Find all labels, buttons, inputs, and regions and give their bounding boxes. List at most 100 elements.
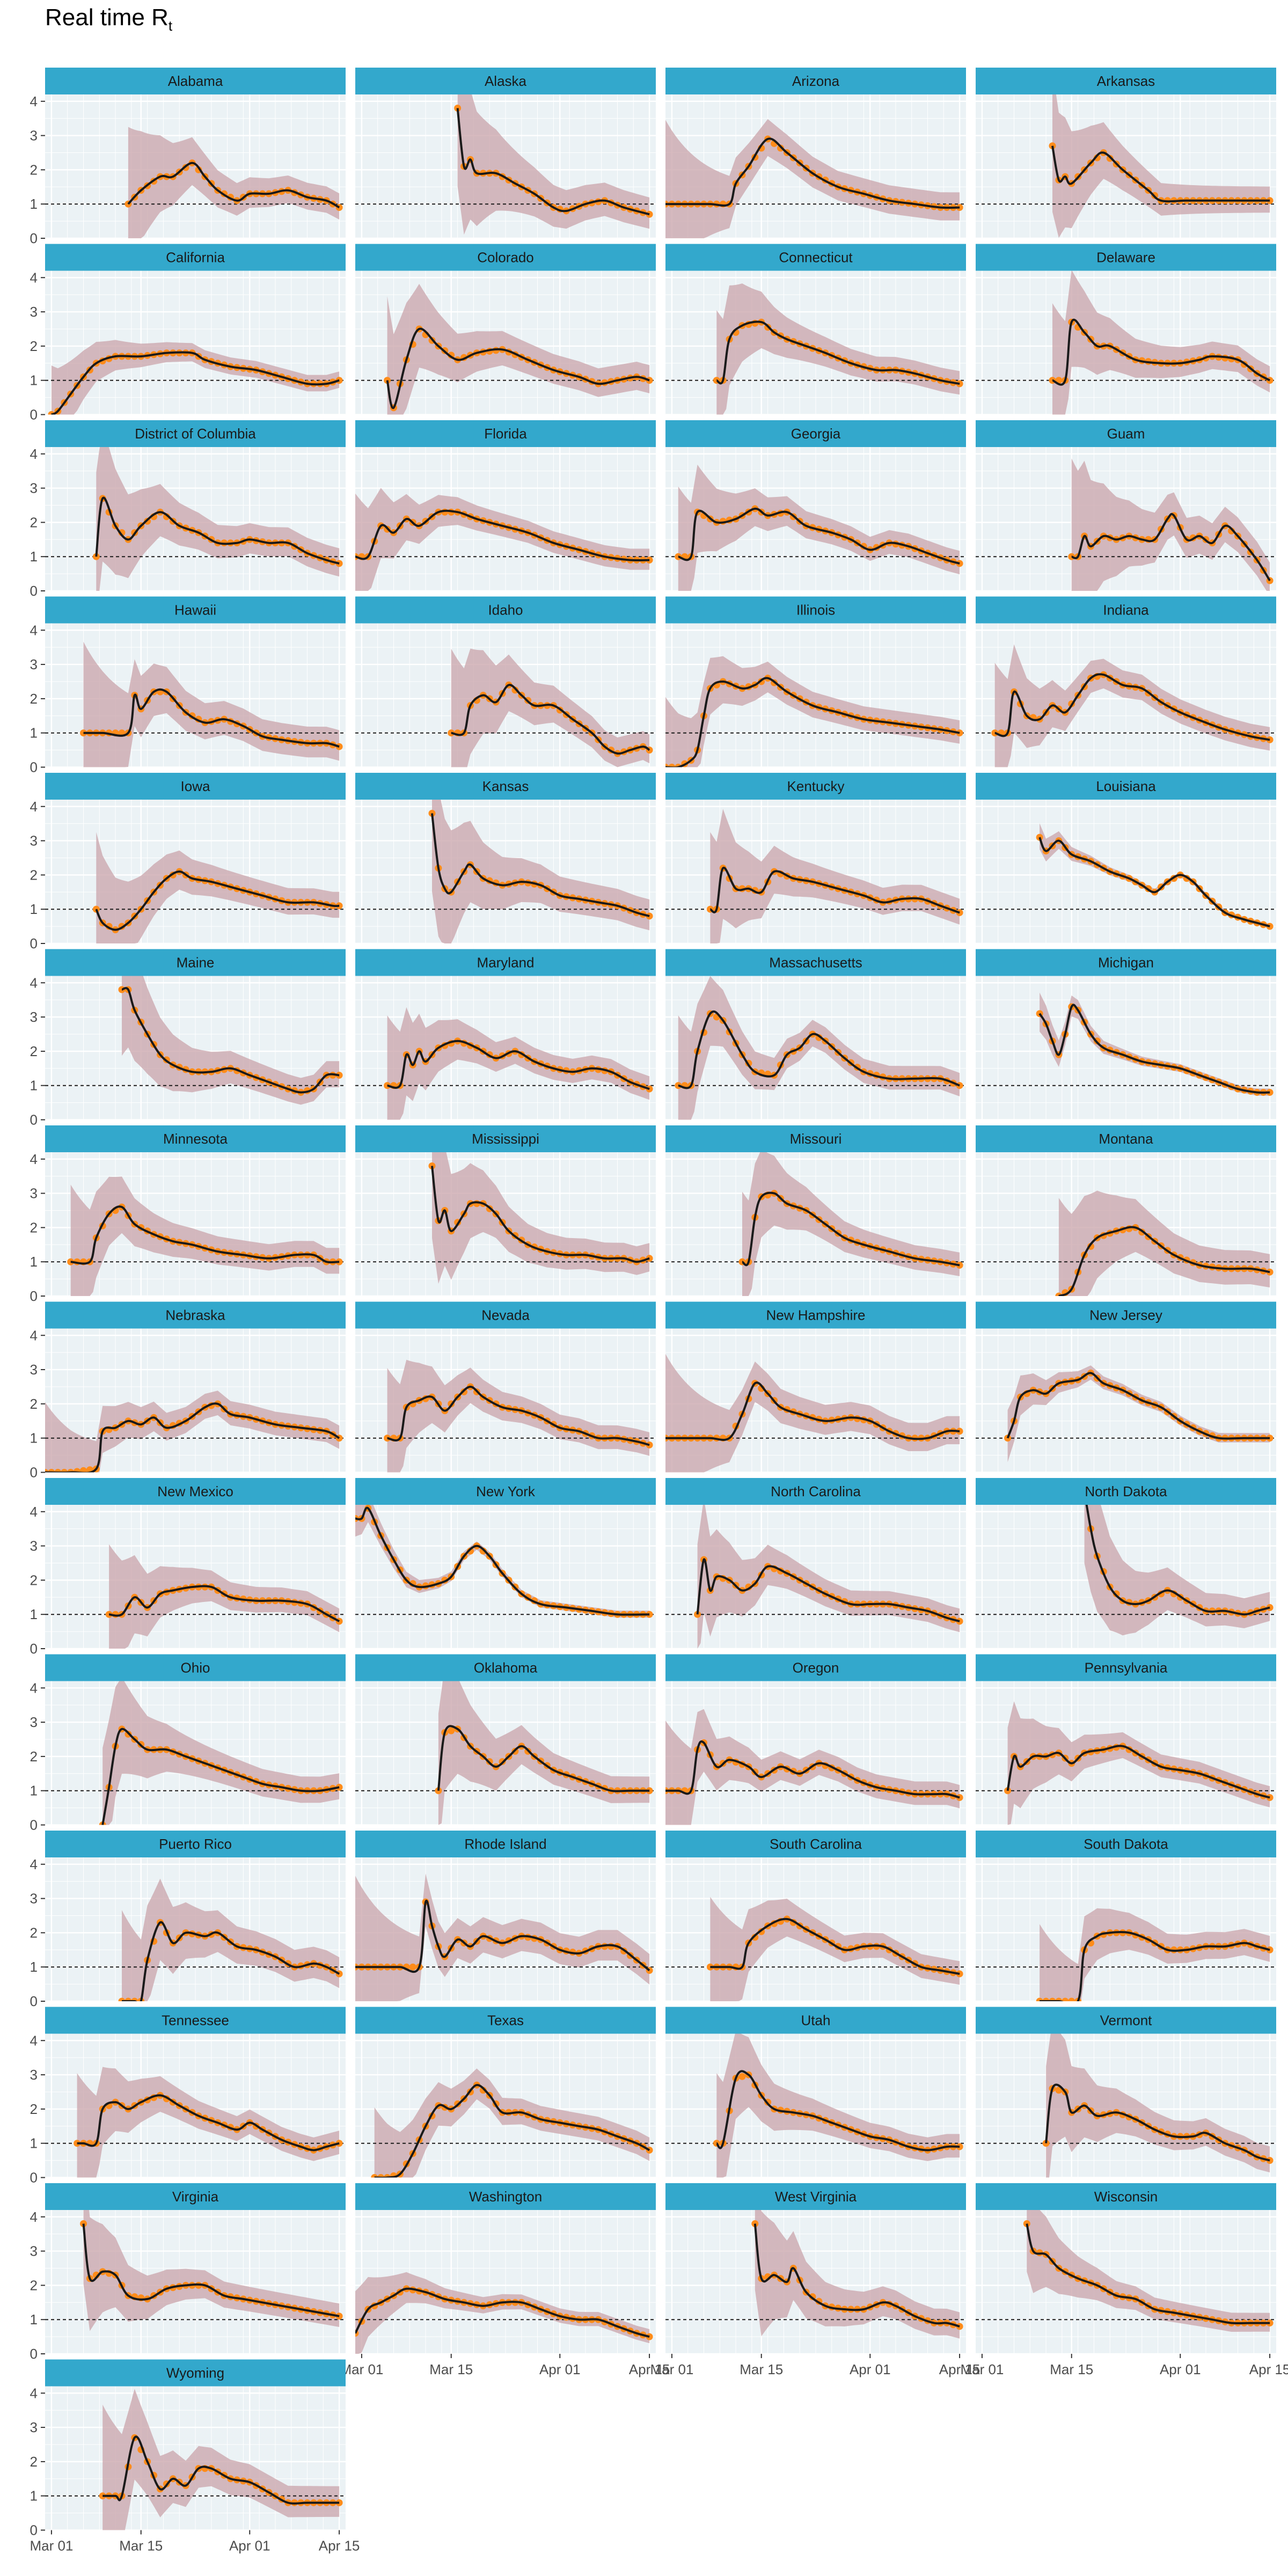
rt-series-line [1026, 2223, 1270, 2325]
facet-panel: New Jersey [976, 1301, 1276, 1473]
facet-strip-label: Delaware [1096, 250, 1155, 266]
y-tick-label: 0 [30, 1112, 38, 1128]
facet-strip [355, 2007, 656, 2034]
credible-interval-band [1007, 1701, 1270, 1825]
y-tick-label: 4 [30, 93, 38, 109]
y-tick-label: 2 [30, 1396, 38, 1412]
y-tick-label: 3 [30, 1538, 38, 1554]
credible-interval-band [432, 1152, 650, 1284]
rt-series-line [45, 1402, 340, 1473]
facet-panel: Virginia 0 1 2 3 4 [30, 2183, 346, 2362]
rt-series-line [1006, 1745, 1270, 1799]
facet-panel: Oregon [665, 1654, 966, 1826]
rt-series-line [127, 162, 340, 209]
y-tick-label: 1 [30, 1430, 38, 1446]
facet-strip [355, 2183, 656, 2210]
y-tick-label: 2 [30, 162, 38, 178]
y-tick-label: 0 [30, 1465, 38, 1481]
facet-strip-label: West Virginia [775, 2189, 857, 2205]
facet-strip-label: Maine [177, 955, 215, 971]
x-tick-label: Apr 01 [539, 2361, 581, 2377]
y-tick-label: 2 [30, 2454, 38, 2470]
credible-interval-band [665, 1353, 960, 1473]
facet-strip-label: Maryland [477, 955, 535, 971]
panel-data [665, 1897, 966, 2001]
facet-strip [665, 2007, 966, 2034]
rt-series-line [387, 1386, 650, 1446]
panel-data [665, 976, 966, 1120]
facet-panel: Georgia [665, 420, 966, 592]
panel-data [355, 1007, 656, 1120]
y-tick-label: 3 [30, 1714, 38, 1730]
facet-strip [976, 596, 1276, 624]
rt-series-line [50, 351, 340, 415]
facet-strip [665, 1654, 966, 1681]
facet-strip [355, 1301, 656, 1329]
facet-strip-label: North Dakota [1085, 1483, 1167, 1499]
rt-series-line [1006, 1372, 1270, 1440]
credible-interval-band [432, 800, 650, 943]
facet-panel: Idaho [355, 596, 656, 768]
rt-series-line [753, 2223, 960, 2328]
facet-strip-label: Indiana [1103, 602, 1149, 618]
y-tick-label: 1 [30, 548, 38, 565]
credible-interval-band [96, 447, 340, 591]
panel-data [355, 1681, 656, 1825]
facet-strip-label: Vermont [1100, 2012, 1153, 2029]
facet-strip [665, 1478, 966, 1505]
facet-strip [976, 1301, 1276, 1329]
panel-data [355, 488, 656, 591]
rt-series-line [437, 1725, 650, 1792]
y-tick-label: 3 [30, 1362, 38, 1378]
credible-interval-band [96, 832, 340, 943]
data-point [1062, 1997, 1069, 2001]
facet-strip-label: South Dakota [1084, 1836, 1168, 1852]
rt-series-line [1045, 2083, 1270, 2162]
panel-data [45, 1391, 346, 1473]
facet-strip-label: Pennsylvania [1085, 1660, 1168, 1676]
panel-data [45, 832, 346, 943]
facet-strip-label: Virginia [172, 2189, 219, 2205]
facet-strip [45, 1478, 346, 1505]
facet-strip [45, 2183, 346, 2210]
panel-data [355, 1359, 656, 1473]
panel-data [665, 1505, 966, 1649]
panel-data [665, 656, 966, 767]
facet-panel: Montana [976, 1125, 1276, 1297]
facet-strip [355, 1125, 656, 1152]
y-tick-label: 2 [30, 2277, 38, 2293]
y-tick-label: 3 [30, 1891, 38, 1907]
panel-data [45, 976, 346, 1105]
facet-strip [665, 2183, 966, 2210]
facet-panel: Kentucky [665, 773, 966, 945]
facet-panel: Arkansas [976, 68, 1276, 239]
y-tick-label: 1 [30, 1078, 38, 1094]
data-point [479, 1547, 487, 1555]
rt-series-line [82, 2223, 340, 2317]
rt-series-line [741, 1191, 960, 1267]
facet-strip-label: Idaho [488, 602, 523, 618]
facet-strip [45, 2007, 346, 2034]
facet-strip-label: Iowa [181, 778, 210, 794]
y-tick-label: 1 [30, 1783, 38, 1799]
facet-panel: Wisconsin Mar 01 Mar 15 Apr 01 Apr 15 [960, 2183, 1288, 2377]
y-tick-label: 0 [30, 583, 38, 599]
rt-series-line [1040, 1931, 1270, 2001]
panel-data [976, 1365, 1276, 1462]
y-tick-label: 4 [30, 1151, 38, 1167]
facet-strip [665, 244, 966, 271]
facet-strip-label: Wyoming [166, 2365, 224, 2381]
credible-interval-band [742, 1152, 960, 1296]
data-point [54, 1469, 62, 1473]
y-tick-label: 4 [30, 446, 38, 462]
credible-interval-band [77, 2067, 340, 2178]
y-tick-label: 1 [30, 2488, 38, 2504]
credible-interval-band [355, 488, 650, 591]
panel-data [665, 119, 966, 238]
data-point [86, 1466, 93, 1473]
y-tick-label: 3 [30, 2243, 38, 2259]
panel-data [976, 1190, 1276, 1296]
y-tick-label: 3 [30, 304, 38, 320]
rt-series-line [101, 1728, 340, 1825]
facet-panel: New Hampshire [665, 1301, 966, 1473]
